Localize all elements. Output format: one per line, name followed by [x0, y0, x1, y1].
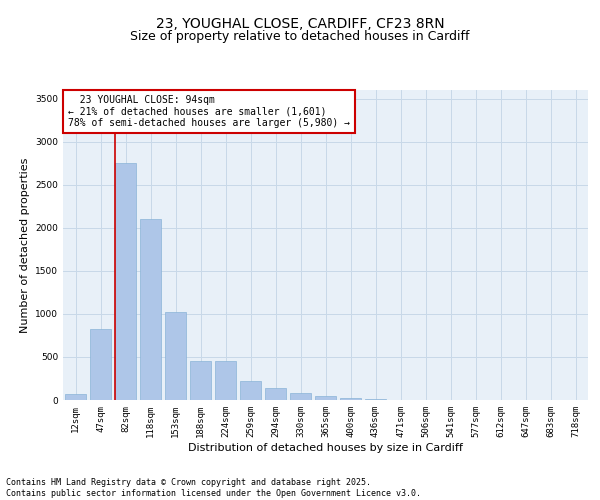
X-axis label: Distribution of detached houses by size in Cardiff: Distribution of detached houses by size … [188, 442, 463, 452]
Bar [315, 396, 336, 400]
Bar [265, 388, 286, 400]
Bar [190, 361, 211, 400]
Bar [290, 393, 311, 400]
Text: 23 YOUGHAL CLOSE: 94sqm
← 21% of detached houses are smaller (1,601)
78% of semi: 23 YOUGHAL CLOSE: 94sqm ← 21% of detache… [68, 94, 350, 128]
Bar [115, 163, 136, 400]
Text: Size of property relative to detached houses in Cardiff: Size of property relative to detached ho… [130, 30, 470, 43]
Bar [240, 381, 261, 400]
Bar [90, 328, 111, 400]
Text: 23, YOUGHAL CLOSE, CARDIFF, CF23 8RN: 23, YOUGHAL CLOSE, CARDIFF, CF23 8RN [155, 18, 445, 32]
Bar [340, 398, 361, 400]
Bar [165, 312, 186, 400]
Y-axis label: Number of detached properties: Number of detached properties [20, 158, 29, 332]
Bar [365, 399, 386, 400]
Text: Contains HM Land Registry data © Crown copyright and database right 2025.
Contai: Contains HM Land Registry data © Crown c… [6, 478, 421, 498]
Bar [140, 219, 161, 400]
Bar [215, 361, 236, 400]
Bar [65, 394, 86, 400]
